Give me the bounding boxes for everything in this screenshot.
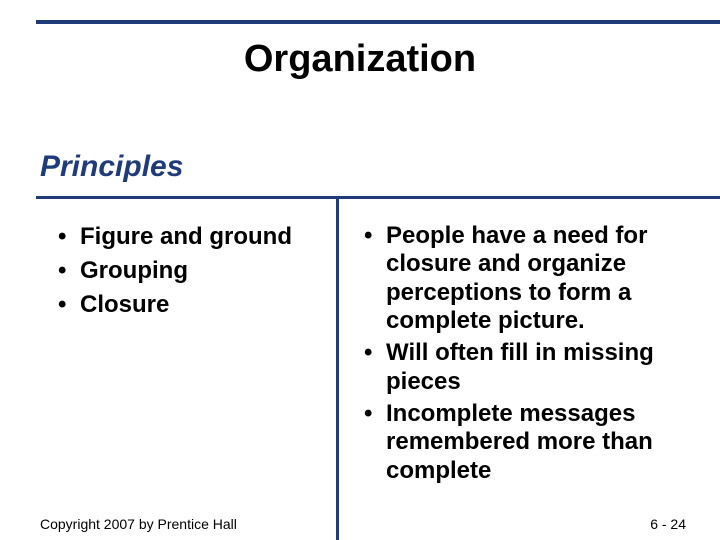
top-rule bbox=[36, 20, 720, 24]
slide: Organization Principles Figure and groun… bbox=[0, 0, 720, 540]
slide-subtitle: Principles bbox=[40, 150, 183, 184]
footer-page-number: 6 - 24 bbox=[650, 516, 686, 532]
list-item: Grouping bbox=[58, 256, 318, 286]
footer-copyright: Copyright 2007 by Prentice Hall bbox=[40, 516, 237, 532]
list-item: Will often fill in missing pieces bbox=[364, 339, 720, 396]
list-item: People have a need for closure and organ… bbox=[364, 222, 720, 335]
list-item: Figure and ground bbox=[58, 222, 318, 252]
list-item: Closure bbox=[58, 290, 318, 320]
right-list: People have a need for closure and organ… bbox=[364, 222, 720, 485]
vertical-divider bbox=[336, 196, 339, 540]
left-column: Figure and ground Grouping Closure bbox=[58, 222, 318, 324]
left-list: Figure and ground Grouping Closure bbox=[58, 222, 318, 320]
slide-title: Organization bbox=[0, 38, 720, 81]
list-item: Incomplete messages remembered more than… bbox=[364, 400, 720, 485]
right-column: People have a need for closure and organ… bbox=[364, 222, 720, 489]
subtitle-rule bbox=[36, 196, 720, 199]
